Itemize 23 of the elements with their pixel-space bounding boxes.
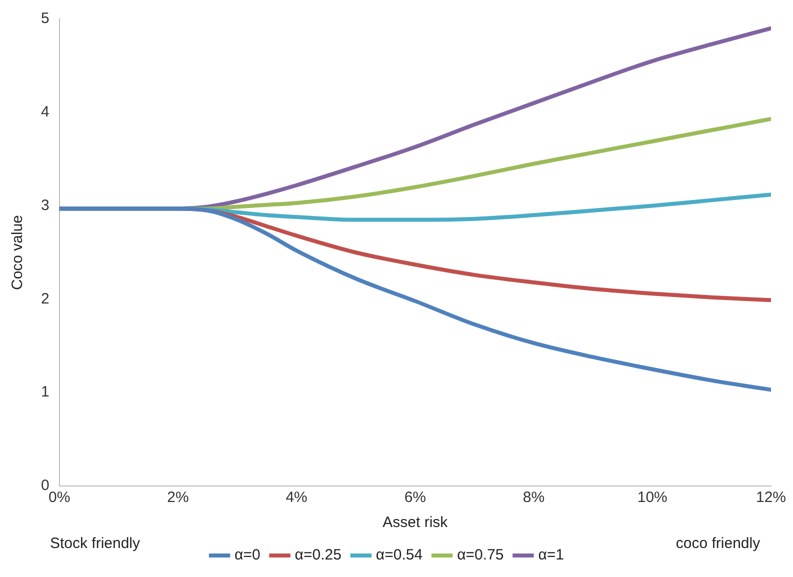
x-tick-label: 8% (522, 489, 545, 506)
legend-label: α=0.54 (376, 546, 423, 564)
legend-label: α=0 (234, 546, 260, 564)
text: Stock friendly (48, 535, 142, 552)
x-tick-label: 6% (404, 489, 426, 506)
x-tick-label: 2% (167, 489, 189, 506)
y-tick-label: 1 (41, 384, 50, 401)
legend-label: α=0.75 (457, 546, 504, 564)
x-tick-label: 4% (286, 489, 308, 506)
x-tick-label: 12% (756, 489, 786, 506)
text: coco friendly (674, 535, 762, 552)
legend-label: α=0.25 (294, 546, 342, 564)
y-tick-label: 5 (41, 10, 50, 28)
y-tick-label: 2 (41, 290, 50, 308)
y-tick-label: 3 (41, 196, 50, 214)
y-tick-label: 0 (41, 477, 50, 494)
x-tick-label: 0% (48, 489, 70, 506)
y-tick-label: 4 (41, 104, 50, 121)
x-tick-label: 10% (637, 489, 668, 506)
y-axis-title: Coco value (9, 214, 26, 290)
x-axis-title: Asset risk (382, 514, 448, 532)
line-series (59, 206, 771, 392)
legend-label: α=1 (538, 546, 564, 564)
